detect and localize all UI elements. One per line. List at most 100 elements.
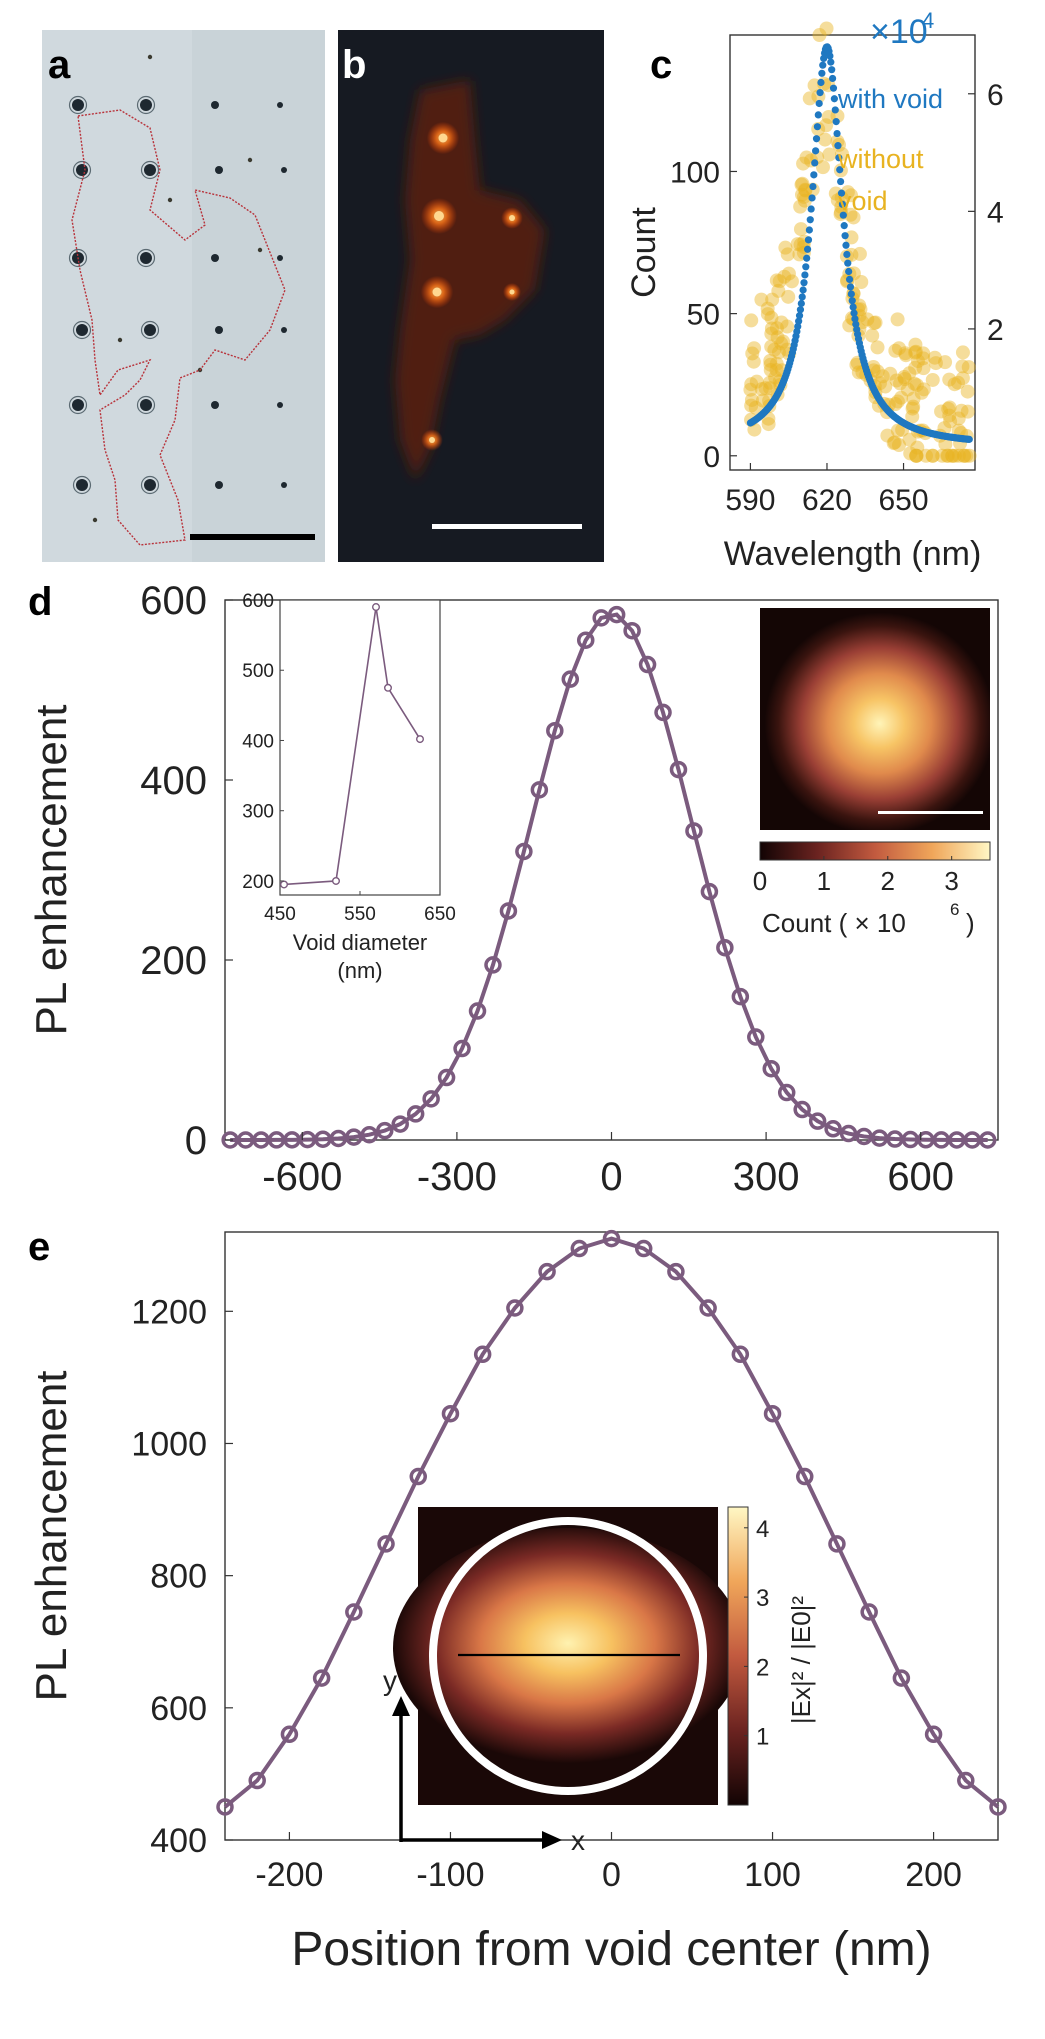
point-without-void [764, 310, 779, 325]
point-without-void [769, 273, 784, 288]
point-without-void [743, 382, 758, 397]
ytick-label-e: 400 [150, 1822, 207, 1860]
point-without-void [764, 326, 779, 341]
point-without-void [886, 436, 901, 451]
hole-ring [136, 395, 156, 415]
colorbar-e [727, 1506, 749, 1806]
colorbar-tick-label-d: 2 [881, 866, 895, 896]
point-d [406, 1105, 425, 1123]
point-without-void [794, 177, 809, 192]
point-e [860, 1603, 878, 1621]
ytick-label-c: 0 [703, 441, 720, 474]
debris-mark [167, 197, 173, 203]
point-with-void [827, 58, 835, 66]
hole-mark [144, 324, 156, 336]
xtick-label-d: -300 [417, 1155, 497, 1199]
point-without-void [883, 366, 898, 381]
spot-core [434, 211, 444, 221]
point-without-void [940, 448, 955, 463]
point-without-void [769, 356, 784, 371]
colorbar-tick-label-d: 3 [944, 866, 958, 896]
point-with-void [835, 154, 843, 162]
point-without-void [940, 448, 955, 463]
colorbar-d [759, 841, 991, 861]
point-without-void [842, 318, 857, 333]
point-without-void [760, 301, 775, 316]
point-without-void [778, 240, 793, 255]
hole-mark [144, 164, 156, 176]
point-e [248, 1771, 266, 1790]
point-without-void [903, 446, 918, 461]
point-with-void [795, 312, 804, 320]
colorbar-tick-label-e: 1 [756, 1724, 769, 1751]
point-without-void [819, 21, 834, 36]
point-with-void [814, 111, 822, 119]
point-without-void [767, 342, 782, 357]
void-boundary [429, 1517, 707, 1795]
point-without-void [955, 345, 970, 360]
point-with-void [826, 52, 834, 60]
point-without-void [910, 440, 925, 455]
point-without-void [955, 359, 970, 374]
point-d [824, 1120, 842, 1138]
point-without-void [849, 357, 864, 372]
point-without-void [774, 315, 789, 330]
point-without-void [796, 189, 811, 204]
point-with-void [803, 245, 812, 253]
ylabel-e: PL enhancement [27, 1370, 76, 1701]
point-d [716, 938, 734, 957]
panel-letter-b: b [342, 43, 366, 87]
point-with-void [846, 283, 855, 291]
point-d [468, 1002, 487, 1020]
point-without-void [822, 147, 837, 162]
point-with-void [845, 267, 853, 276]
point-with-void [804, 236, 813, 244]
chart-e: 400 600 800 1000 1200 -200 -100 0 100 200 Position… [27, 1229, 1007, 1976]
scale-bar-a [190, 534, 315, 540]
spot-core [509, 289, 515, 295]
point-without-void [909, 448, 924, 463]
hole-mark [277, 255, 283, 261]
point-e [602, 1229, 621, 1248]
point-e [796, 1467, 814, 1486]
xtick-label-d: -600 [262, 1155, 342, 1199]
point-d [638, 655, 657, 674]
point-without-void [934, 404, 949, 419]
point-without-void [938, 437, 953, 452]
point-with-void [837, 189, 846, 197]
point-without-void [938, 355, 953, 370]
point-without-void [870, 340, 885, 355]
point-d [484, 956, 502, 974]
point-without-void [795, 176, 810, 191]
point-without-void [744, 398, 759, 413]
point-without-void [888, 396, 903, 411]
point-without-void [890, 423, 905, 438]
point-d [747, 1028, 765, 1046]
point-without-void [776, 334, 791, 349]
point-without-void [764, 321, 779, 336]
point-with-void [830, 95, 838, 103]
spot-core [509, 215, 515, 221]
point-without-void [781, 266, 796, 281]
point-without-void [815, 160, 830, 175]
inset-ytick-label-d: 200 [242, 872, 274, 893]
chart-d: 0 200 400 600 -600 -300 0 300 600 PL enhancement 2… [27, 579, 999, 1199]
point-with-void [806, 216, 814, 224]
field-map [393, 1528, 743, 1768]
hole-mark [215, 166, 223, 174]
point-e [667, 1262, 685, 1281]
hole-ring [72, 475, 92, 495]
point-without-void [947, 448, 962, 463]
hole-mark [140, 99, 152, 111]
curve-e [223, 1236, 1000, 1809]
point-without-void [754, 382, 769, 397]
point-without-void [891, 438, 906, 453]
point-with-void [797, 299, 805, 308]
debris-mark [257, 247, 263, 253]
point-without-void [777, 269, 792, 284]
point-without-void [860, 312, 875, 327]
point-with-void [816, 89, 824, 97]
debris-mark [147, 54, 153, 60]
point-without-void [959, 448, 974, 463]
point-without-void [957, 448, 972, 463]
